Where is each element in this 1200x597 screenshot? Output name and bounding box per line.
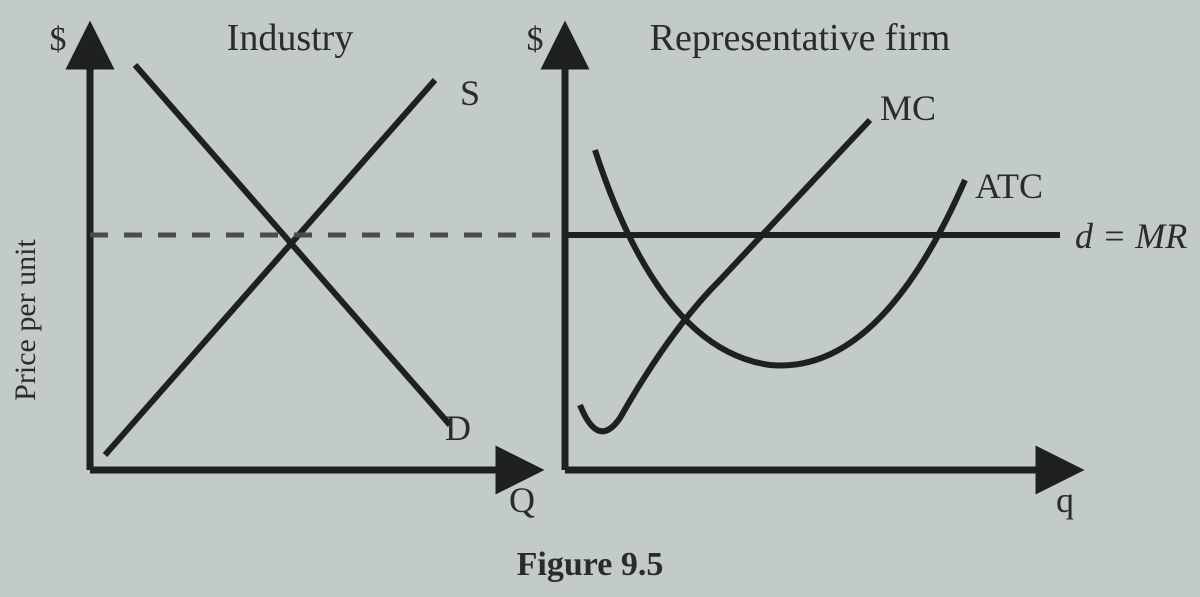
left-panel-title: Industry <box>227 17 354 59</box>
left-x-axis-label: Q <box>509 480 535 520</box>
figure-container: Price per unit Industry $ Q S D Represen… <box>0 0 1200 597</box>
demand-label: D <box>445 408 471 448</box>
atc-label: ATC <box>975 166 1043 206</box>
figure-caption: Figure 9.5 <box>517 546 664 583</box>
right-x-axis-label: q <box>1056 480 1074 520</box>
y-axis-label: Price per unit <box>9 239 42 401</box>
right-panel-title: Representative firm <box>650 17 951 59</box>
right-axis-dollar: $ <box>527 21 544 58</box>
supply-label: S <box>460 73 480 113</box>
mc-label: MC <box>880 88 936 128</box>
econ-diagram-svg: Price per unit Industry $ Q S D Represen… <box>0 0 1200 597</box>
d-mr-label: d = MR <box>1075 216 1187 256</box>
left-axis-dollar: $ <box>50 21 67 58</box>
background <box>0 0 1200 597</box>
